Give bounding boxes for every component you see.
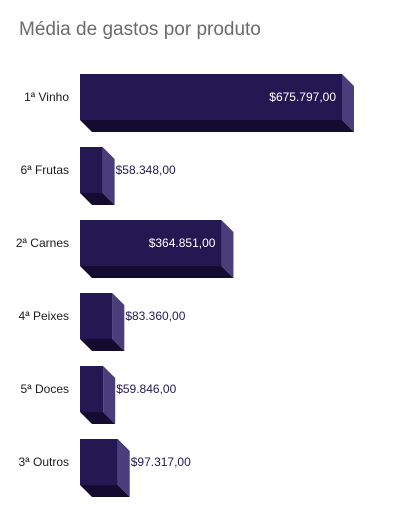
- bar: [80, 293, 113, 339]
- bar-side-face: [342, 74, 354, 132]
- bar-group: 6ª Frutas $58.348,00: [21, 147, 176, 205]
- category-label: 6ª Frutas: [21, 163, 69, 177]
- bar-group: 3ª Outros $97.317,00: [19, 439, 191, 497]
- category-label: 4ª Peixes: [19, 309, 69, 323]
- bar-bottom-face: [80, 339, 125, 351]
- data-label: $97.317,00: [131, 455, 191, 469]
- bar-side-face: [117, 439, 130, 497]
- bar-side-face: [112, 293, 125, 351]
- bar: [80, 147, 103, 193]
- chart-title: Média de gastos por produto: [19, 19, 261, 40]
- bar-bottom-face: [80, 120, 354, 132]
- bar-group: 2ª Carnes $364.851,00: [16, 220, 234, 278]
- bar-bottom-face: [80, 485, 130, 497]
- category-label: 2ª Carnes: [16, 236, 69, 250]
- bar-side-face: [103, 366, 116, 424]
- bar: [80, 220, 222, 266]
- category-label: 1ª Vinho: [24, 90, 69, 104]
- data-label: $675.797,00: [269, 90, 336, 104]
- data-label: $59.846,00: [116, 382, 176, 396]
- bar-group: 4ª Peixes $83.360,00: [19, 293, 186, 351]
- bar-group: 5ª Doces $59.846,00: [21, 366, 177, 424]
- bar-bottom-face: [80, 193, 115, 205]
- bar-group: 1ª Vinho $675.797,00: [24, 74, 354, 132]
- bar-bottom-face: [80, 266, 234, 278]
- bar-side-face: [102, 147, 115, 205]
- bar: [80, 439, 118, 485]
- data-label: $83.360,00: [125, 309, 185, 323]
- data-label: $364.851,00: [149, 236, 216, 250]
- bar: [80, 74, 342, 120]
- category-label: 3ª Outros: [19, 455, 69, 469]
- category-label: 5ª Doces: [21, 382, 69, 396]
- bar: [80, 366, 104, 412]
- bar-side-face: [221, 220, 234, 278]
- bar-bottom-face: [80, 412, 116, 424]
- data-label: $58.348,00: [116, 163, 176, 177]
